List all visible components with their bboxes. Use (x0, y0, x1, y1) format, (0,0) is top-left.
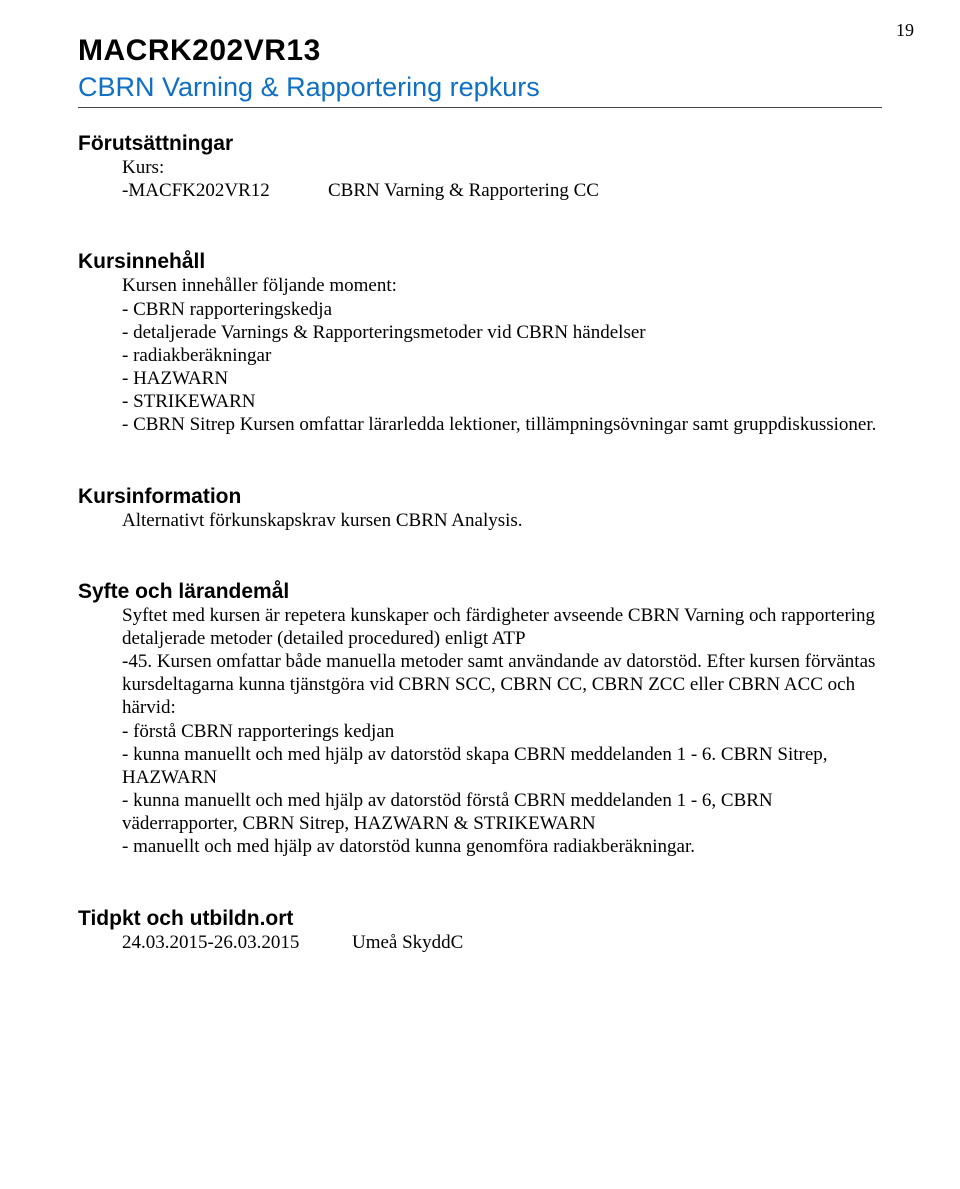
info-text: Alternativt förkunskapskrav kursen CBRN … (122, 509, 882, 532)
spacer (78, 859, 882, 887)
spacer (78, 437, 882, 465)
goals-text: Syftet med kursen är repetera kunskaper … (122, 604, 882, 859)
content-heading: Kursinnehåll (78, 250, 882, 274)
prereq-heading: Förutsättningar (78, 132, 882, 156)
prereq-code: -MACFK202VR12 (122, 179, 302, 202)
spacer (78, 202, 882, 230)
page-number: 19 (896, 20, 914, 41)
schedule-block: 24.03.2015-26.03.2015 Umeå SkyddC (122, 931, 882, 954)
schedule-dates: 24.03.2015-26.03.2015 (122, 931, 352, 954)
prereq-label: Kurs: (122, 156, 882, 179)
goals-heading: Syfte och lärandemål (78, 580, 882, 604)
title-divider (78, 107, 882, 108)
prereq-block: Kurs: -MACFK202VR12 CBRN Varning & Rappo… (122, 156, 882, 202)
schedule-heading: Tidpkt och utbildn.ort (78, 907, 882, 931)
info-heading: Kursinformation (78, 485, 882, 509)
course-code: MACRK202VR13 (78, 34, 882, 68)
prereq-line: -MACFK202VR12 CBRN Varning & Rapporterin… (122, 179, 882, 202)
prereq-name: CBRN Varning & Rapportering CC (328, 179, 599, 202)
content-text: Kursen innehåller följande moment: - CBR… (122, 274, 882, 436)
spacer (78, 532, 882, 560)
schedule-location: Umeå SkyddC (352, 931, 463, 954)
page-container: 19 MACRK202VR13 CBRN Varning & Rapporter… (0, 0, 960, 1189)
schedule-row: 24.03.2015-26.03.2015 Umeå SkyddC (122, 931, 882, 954)
course-title: CBRN Varning & Rapportering repkurs (78, 72, 882, 103)
